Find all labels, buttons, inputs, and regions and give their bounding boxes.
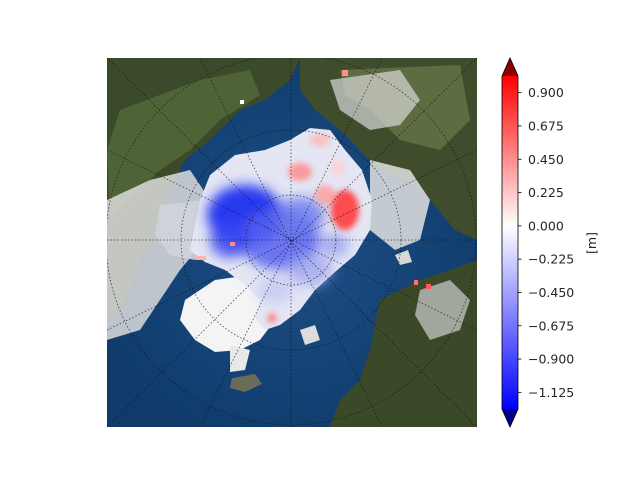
land-masses (107, 58, 477, 427)
colorbar-tick-label: 0.450 (528, 152, 564, 167)
colorbar-tick-label: 0.900 (528, 85, 564, 100)
colorbar-tick-label: −1.125 (528, 385, 574, 400)
colorbar-tick-label: 0.225 (528, 185, 564, 200)
colorbar-tick-label: −0.675 (528, 318, 574, 333)
colorbar-gradient (502, 76, 518, 409)
colorbar-tick-label: 0.000 (528, 218, 564, 233)
map-gridlines (107, 58, 477, 427)
colorbar-extend-over (502, 58, 518, 76)
colorbar: 0.900 0.675 0.450 0.225 0.000 −0.225 −0.450 −0.… (501, 57, 599, 428)
colorbar-label: [m] (584, 232, 599, 254)
colorbar-ticks: 0.900 0.675 0.450 0.225 0.000 −0.225 −0.450 −0.… (518, 85, 574, 400)
colorbar-outline (501, 57, 519, 428)
colorbar-tick-label: −0.225 (528, 252, 574, 267)
polar-map (107, 58, 477, 427)
colorbar-tick-label: 0.675 (528, 118, 564, 133)
colorbar-extend-under (502, 409, 518, 427)
colorbar-tick-label: −0.900 (528, 352, 574, 367)
colorbar-tick-label: −0.450 (528, 285, 574, 300)
